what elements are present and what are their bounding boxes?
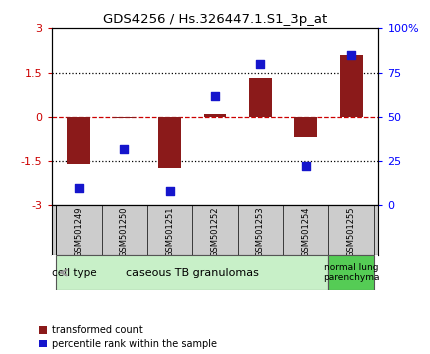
- Bar: [249, 79, 272, 117]
- Text: GSM501249: GSM501249: [74, 207, 83, 257]
- Bar: [295, 117, 317, 137]
- Text: cell type: cell type: [52, 268, 97, 278]
- Text: caseous TB granulomas: caseous TB granulomas: [126, 268, 259, 278]
- Point: [348, 52, 355, 58]
- Bar: [158, 117, 181, 169]
- Text: GSM501254: GSM501254: [301, 207, 310, 257]
- Point: [121, 146, 128, 152]
- Text: GSM501251: GSM501251: [165, 207, 174, 257]
- Text: GSM501255: GSM501255: [347, 207, 356, 257]
- Text: GSM501252: GSM501252: [211, 207, 219, 257]
- Title: GDS4256 / Hs.326447.1.S1_3p_at: GDS4256 / Hs.326447.1.S1_3p_at: [103, 13, 327, 26]
- Point: [166, 188, 173, 194]
- Bar: [113, 117, 135, 118]
- Text: GSM501250: GSM501250: [120, 207, 129, 257]
- Legend: transformed count, percentile rank within the sample: transformed count, percentile rank withi…: [39, 325, 217, 349]
- Text: normal lung
parenchyma: normal lung parenchyma: [323, 263, 379, 282]
- Point: [257, 61, 264, 67]
- Text: GSM501253: GSM501253: [256, 207, 265, 257]
- Bar: [340, 55, 362, 117]
- Point: [302, 164, 309, 169]
- Bar: [68, 117, 90, 164]
- Point: [75, 185, 82, 190]
- Bar: [204, 114, 226, 117]
- Bar: [329, 255, 374, 290]
- Bar: [56, 255, 329, 290]
- Point: [212, 93, 218, 98]
